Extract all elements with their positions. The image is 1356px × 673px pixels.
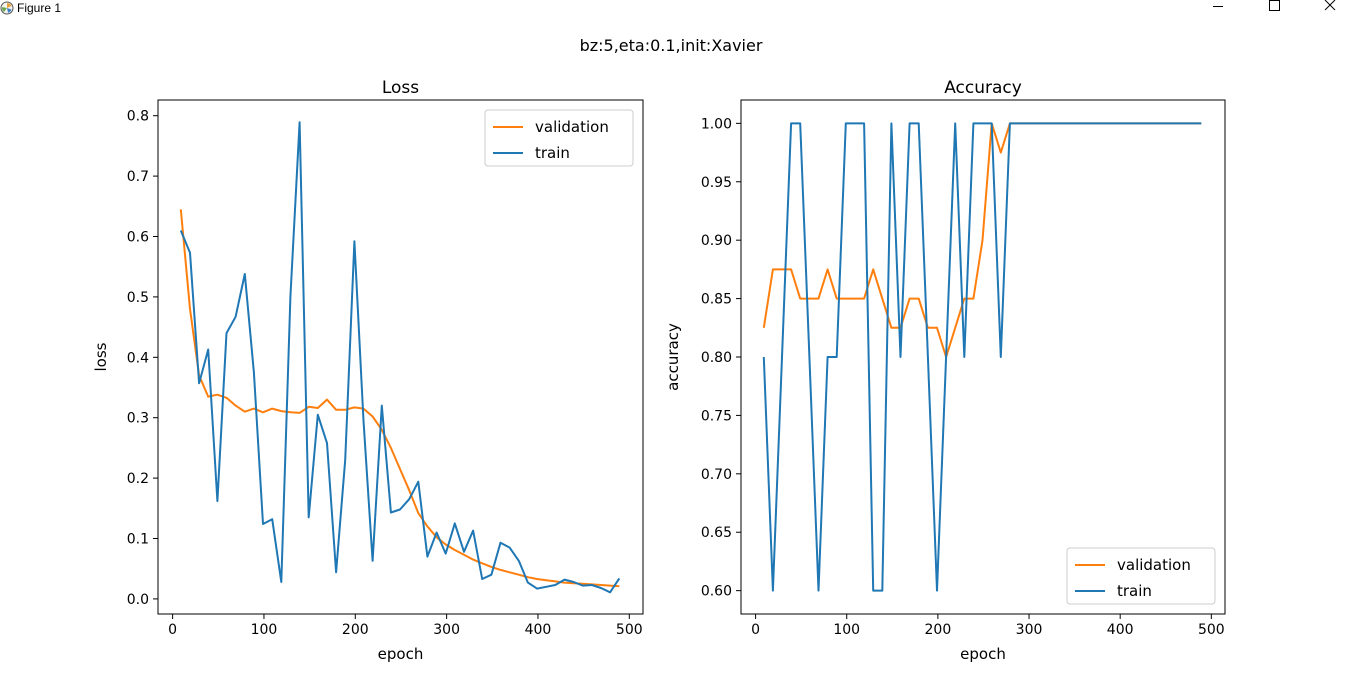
accuracy-ytick-label: 0.95 [701,175,732,191]
loss-xtick-label: 500 [616,622,643,638]
loss-ytick-label: 0.6 [127,230,149,246]
loss-legend-label-train: train [535,144,570,162]
accuracy-ytick-label: 0.85 [701,292,732,308]
loss-chart-title: Loss [382,78,419,98]
window-title: Figure 1 [17,1,62,15]
accuracy-xlabel: epoch [960,645,1006,663]
loss-series-validation [179,209,620,588]
accuracy-ytick-label: 0.70 [701,467,732,483]
accuracy-xtick-label: 100 [833,622,860,638]
title-bar: Figure 1 [0,0,1356,18]
accuracy-ytick-label: 1.00 [701,116,732,132]
loss-ytick-label: 0.2 [127,471,149,487]
accuracy-xtick-label: 300 [1016,622,1043,638]
accuracy-xtick-label: 0 [751,622,760,638]
figure-suptitle: bz:5,eta:0.1,init:Xavier [580,36,763,55]
accuracy-chart: Accuracy 0 100 200 300 400 500 0.60 0.65 0.70 0.75… [664,78,1226,663]
loss-xtick-label: 100 [251,622,278,638]
loss-ytick-label: 0.3 [127,411,149,427]
accuracy-ylabel: accuracy [664,323,682,391]
minimize-icon [1213,6,1223,7]
loss-legend: validation train [484,109,634,167]
loss-xtick-label: 400 [525,622,552,638]
accuracy-ytick-label: 0.75 [701,408,732,424]
accuracy-legend-label-train: train [1117,582,1152,600]
accuracy-axes-frame [740,99,1226,615]
loss-ytick-label: 0.4 [127,350,149,366]
loss-xlabel: epoch [378,645,424,663]
maximize-button[interactable] [1254,0,1294,18]
maximize-icon [1269,0,1280,11]
loss-ytick-label: 0.5 [127,290,149,306]
loss-ytick-label: 0.7 [127,169,149,185]
accuracy-series-train [762,122,1202,592]
accuracy-xtick-label: 500 [1198,622,1225,638]
loss-series-train [179,121,621,594]
loss-ytick-label: 0.0 [127,592,149,608]
loss-legend-label-validation: validation [535,118,609,136]
loss-ytick-label: 0.8 [127,109,149,125]
loss-xtick-label: 200 [342,622,369,638]
minimize-button[interactable] [1198,0,1238,18]
accuracy-xtick-label: 400 [1107,622,1134,638]
accuracy-ytick-label: 0.90 [701,233,732,249]
accuracy-xtick-label: 200 [925,622,952,638]
accuracy-legend-label-validation: validation [1117,556,1191,574]
loss-axes-frame [157,99,644,615]
accuracy-chart-title: Accuracy [944,78,1022,98]
accuracy-legend: validation train [1066,547,1216,605]
accuracy-ytick-label: 0.65 [701,525,732,541]
accuracy-series-validation [762,122,1202,358]
close-button[interactable] [1310,0,1350,18]
figure-canvas: bz:5,eta:0.1,init:Xavier Loss 0 100 200 300 4… [92,36,1226,663]
loss-xtick-label: 0 [168,622,177,638]
loss-ylabel: loss [92,342,110,371]
accuracy-ytick-label: 0.60 [701,584,732,600]
accuracy-ytick-label: 0.80 [701,350,732,366]
close-icon [1324,0,1336,11]
matplotlib-icon [0,1,14,15]
loss-ytick-label: 0.1 [127,532,149,548]
loss-chart: Loss 0 100 200 300 400 500 0.0 0.1 0.2 0.3 0.4 0.5 0.… [92,78,644,663]
loss-xtick-label: 300 [433,622,460,638]
